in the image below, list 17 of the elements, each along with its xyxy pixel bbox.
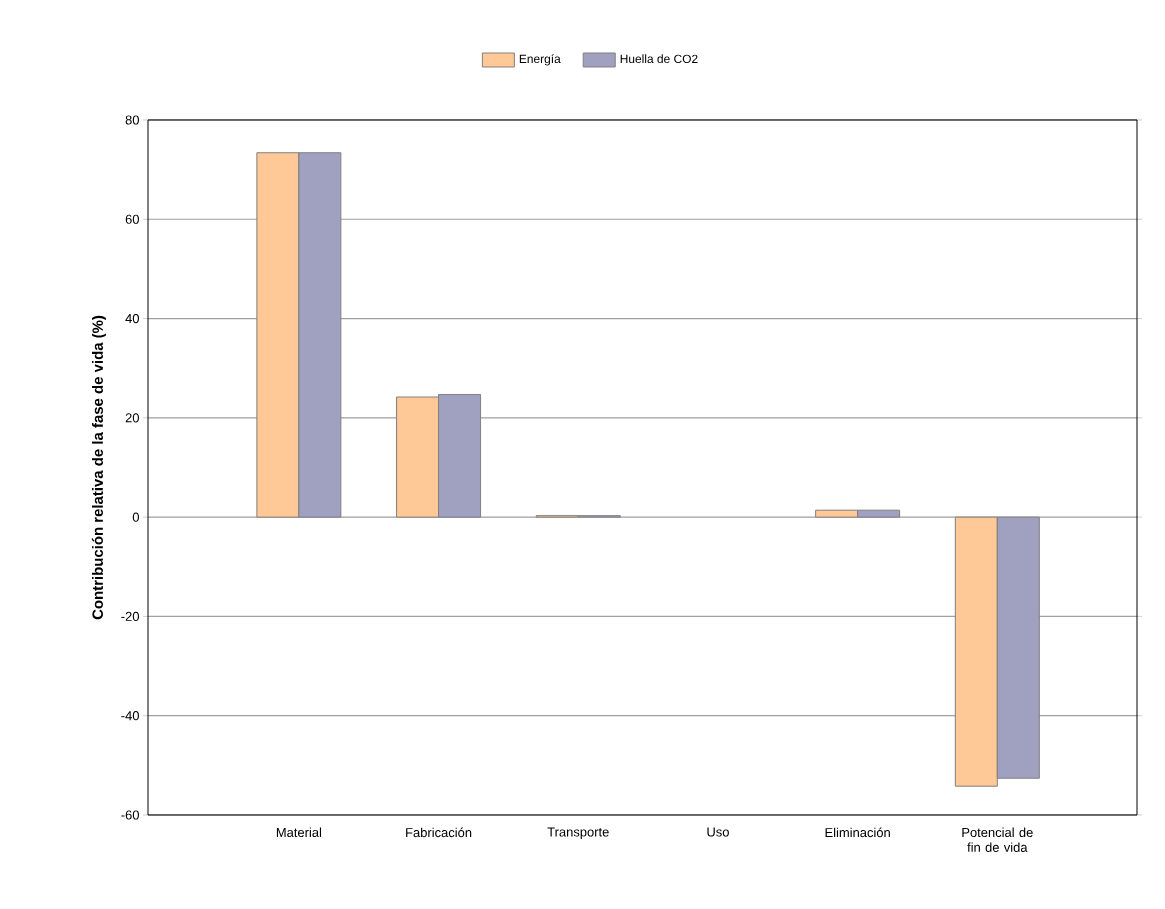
y-tick-label: 40 (125, 313, 139, 324)
x-tick-label: Transporte (547, 827, 609, 840)
y-tick-label: -20 (121, 611, 139, 621)
y-tick-label: 0 (132, 512, 139, 522)
x-tick-label: Material (276, 827, 322, 838)
y-tick-label: -40 (121, 711, 139, 721)
y-tick-label: -60 (121, 810, 139, 820)
x-tick-label: Uso (707, 827, 729, 837)
x-tick-label: Eliminación (825, 827, 890, 838)
x-tick-label: Fabricación (406, 827, 472, 838)
legend-label: Energía (519, 54, 561, 66)
y-axis-title: Contribución relativa de la fase de vida (%) (91, 315, 106, 620)
y-tick-label: 60 (125, 214, 139, 224)
y-tick-label: 80 (125, 115, 139, 125)
x-tick-label: Potencial de fin de vida (962, 827, 1033, 852)
y-tick-label: 20 (125, 413, 139, 423)
legend-label: Huella de CO2 (620, 54, 698, 64)
